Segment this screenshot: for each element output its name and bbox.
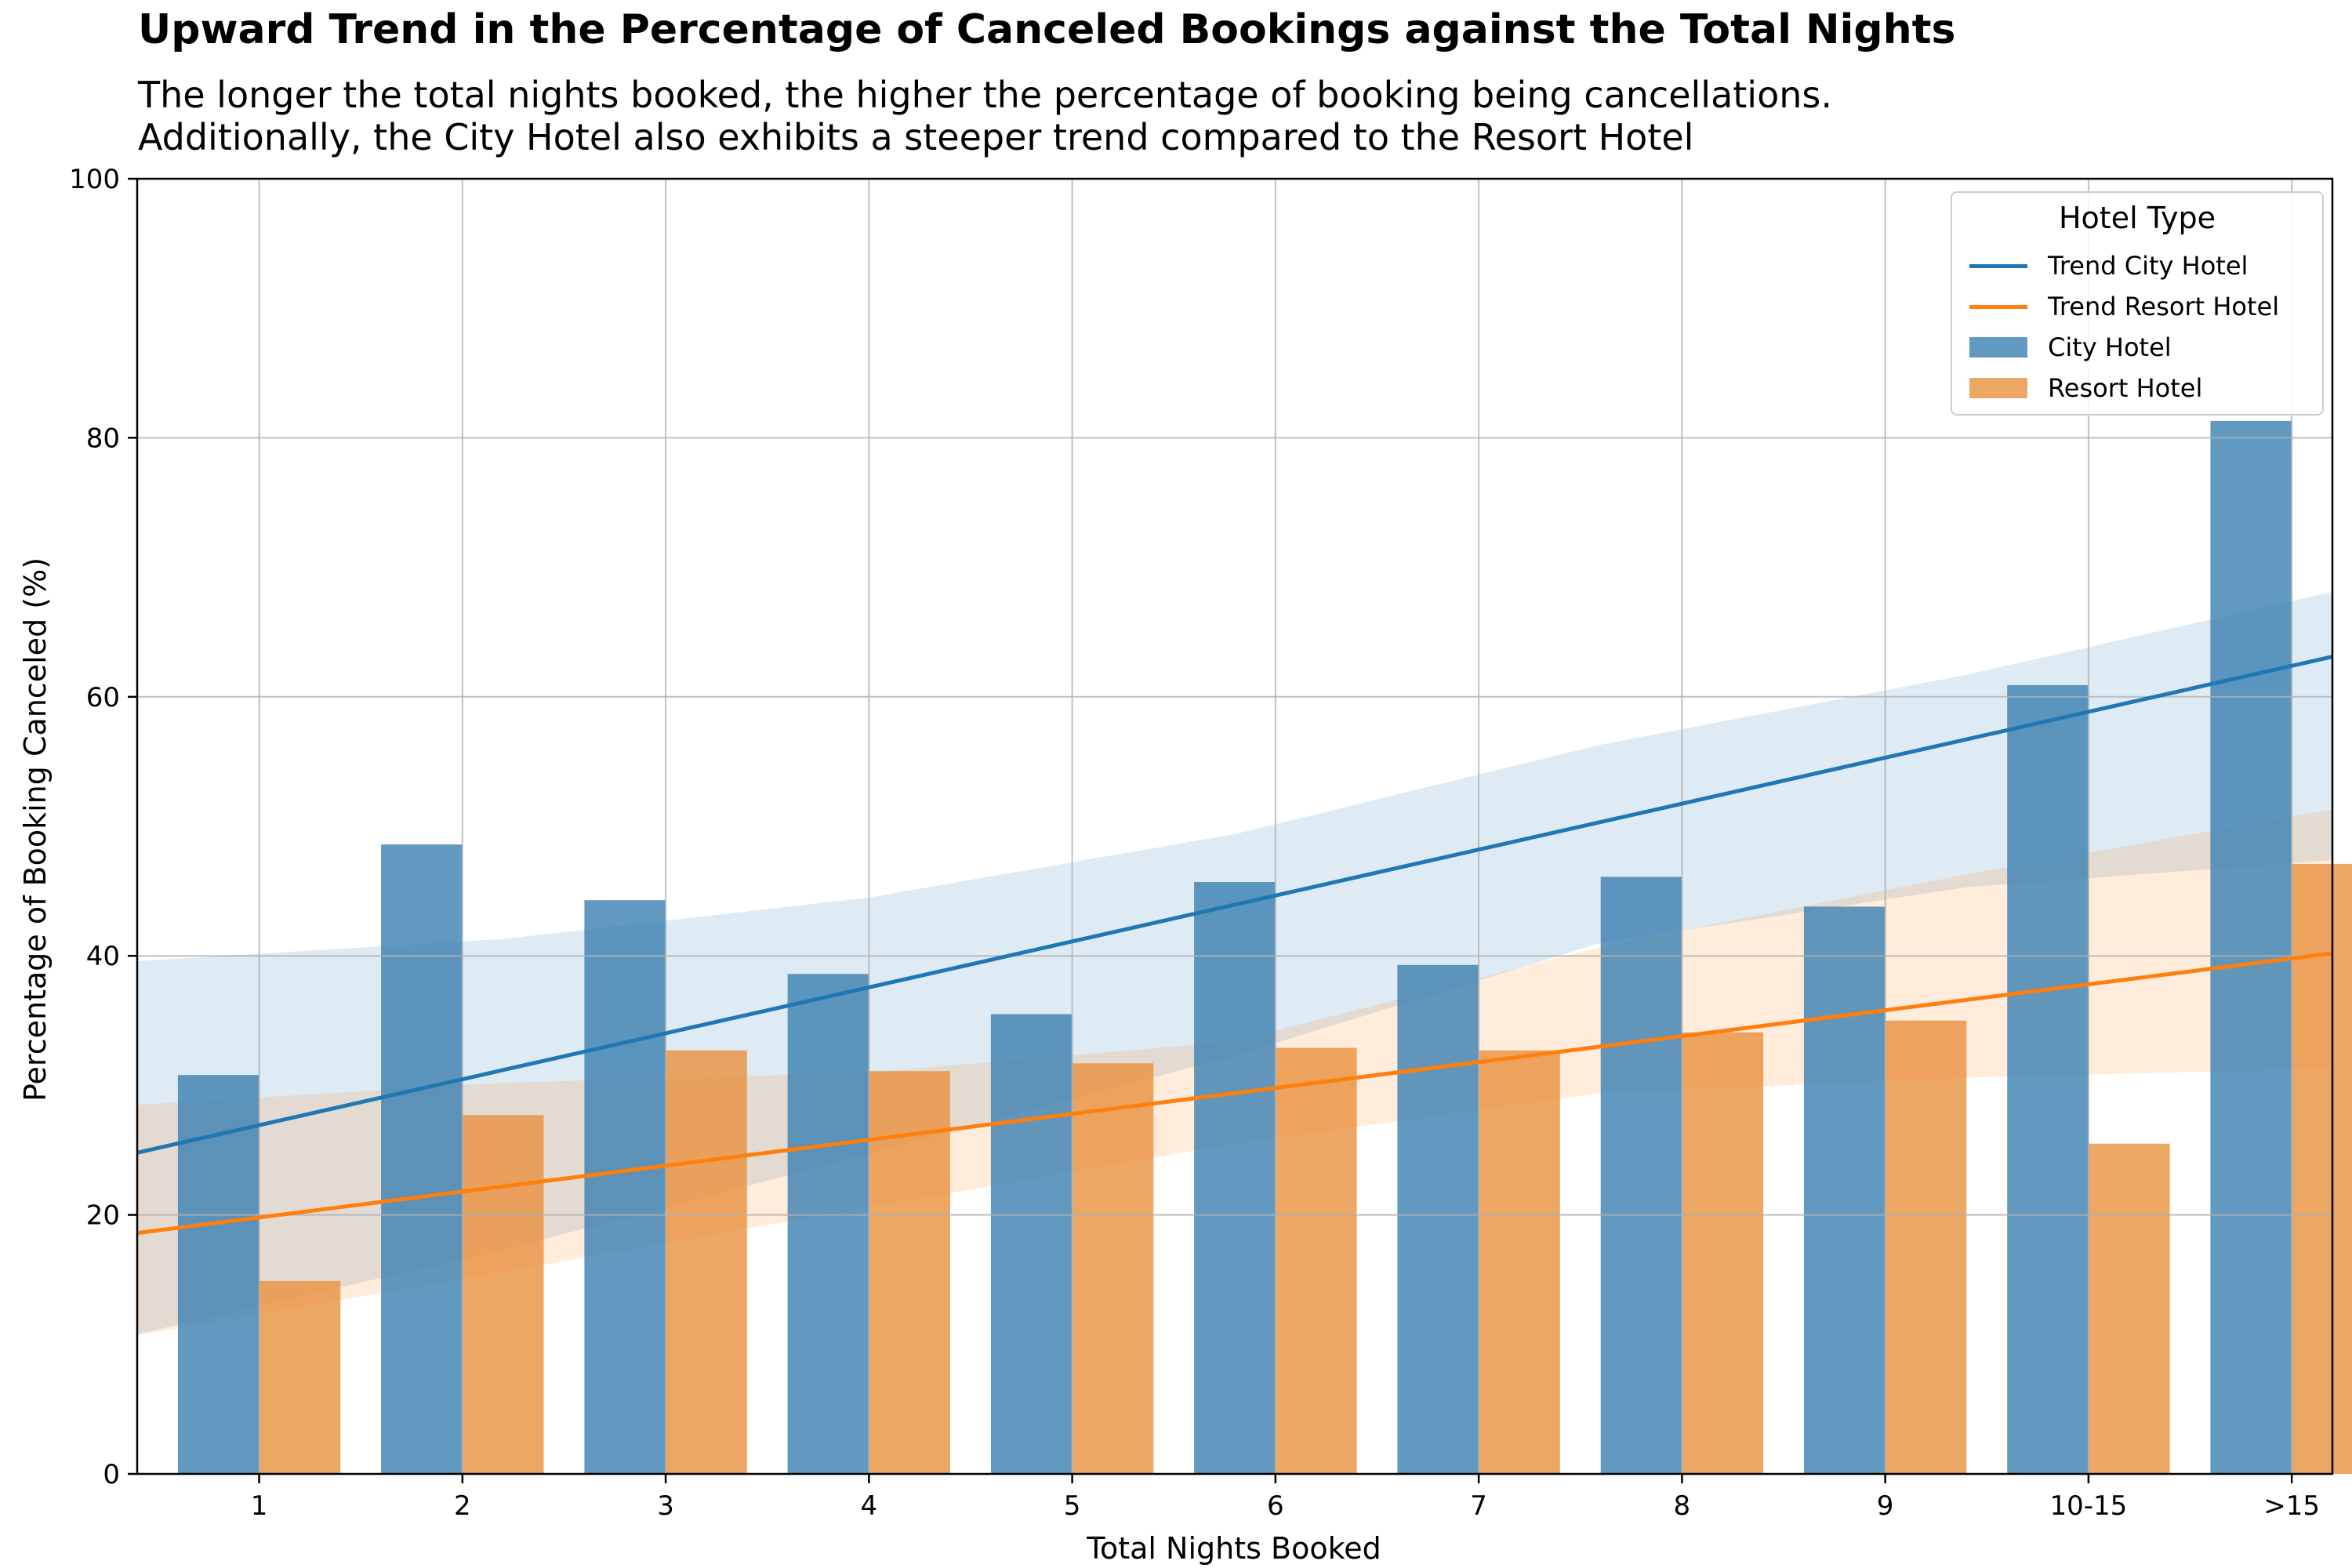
bar-city-4 bbox=[990, 1014, 1073, 1474]
bar-resort-2 bbox=[666, 1050, 747, 1474]
plot-frame bbox=[136, 177, 2334, 1475]
trend-line-city bbox=[136, 655, 2333, 1155]
x-tick-label-10: >15 bbox=[2263, 1490, 2320, 1522]
y-tick-label-0: 0 bbox=[103, 1459, 120, 1490]
legend-swatch-trend-resort bbox=[1969, 304, 2027, 309]
x-tick-label-5: 6 bbox=[1267, 1490, 1284, 1522]
trend-line-resort bbox=[136, 951, 2333, 1236]
tick-labels: 1 2 3 4 5 6 7 8 9 10-15 >15 0 20 40 60 80 100 bbox=[69, 164, 2320, 1522]
chart-subtitle: The longer the total nights booked, the … bbox=[138, 74, 1832, 158]
bar-resort-5 bbox=[1275, 1047, 1357, 1474]
y-tick-label-3: 60 bbox=[86, 682, 120, 713]
legend-item-resort: Resort Hotel bbox=[1969, 368, 2202, 408]
y-tick-label-2: 40 bbox=[86, 941, 120, 972]
bar-resort-9 bbox=[2088, 1143, 2170, 1474]
y-tick-label-5: 100 bbox=[69, 164, 120, 195]
legend-swatch-trend-city bbox=[1969, 263, 2027, 268]
x-tick-label-7: 8 bbox=[1674, 1490, 1691, 1522]
x-tick-label-4: 5 bbox=[1064, 1490, 1081, 1522]
bar-resort-6 bbox=[1479, 1050, 1560, 1474]
bar-city-3 bbox=[787, 974, 869, 1474]
legend: Hotel Type Trend City Hotel Trend Resort… bbox=[1951, 191, 2324, 416]
bar-city-1 bbox=[381, 844, 463, 1474]
legend-item-trend-city: Trend City Hotel bbox=[1969, 246, 2248, 285]
bar-city-6 bbox=[1397, 964, 1479, 1474]
legend-label-resort: Resort Hotel bbox=[2048, 373, 2203, 403]
y-axis-label: Percentage of Booking Canceled (%) bbox=[18, 557, 53, 1102]
bar-resort-4 bbox=[1072, 1063, 1154, 1474]
x-tick-label-8: 9 bbox=[1877, 1490, 1894, 1522]
legend-swatch-resort bbox=[1969, 378, 2027, 398]
bar-resort-10 bbox=[2292, 863, 2352, 1474]
y-tick-label-1: 20 bbox=[86, 1200, 120, 1232]
chart-title: Upward Trend in the Percentage of Cancel… bbox=[138, 6, 1956, 53]
subtitle-line-1: The longer the total nights booked, the … bbox=[138, 74, 1832, 116]
legend-title: Hotel Type bbox=[2058, 201, 2216, 235]
bar-resort-7 bbox=[1682, 1032, 1764, 1474]
bar-city-5 bbox=[1194, 882, 1276, 1474]
axes bbox=[136, 177, 2334, 1475]
legend-label-trend-city: Trend City Hotel bbox=[2048, 251, 2249, 281]
subtitle-line-2: Additionally, the City Hotel also exhibi… bbox=[138, 116, 1694, 158]
trend-lines bbox=[136, 655, 2333, 1236]
x-tick-label-1: 2 bbox=[454, 1490, 471, 1522]
bar-city-7 bbox=[1600, 877, 1682, 1474]
legend-label-city: City Hotel bbox=[2048, 332, 2172, 362]
bar-city-9 bbox=[2007, 684, 2089, 1474]
x-tick-label-3: 4 bbox=[861, 1490, 878, 1522]
x-tick-label-9: 10-15 bbox=[2049, 1490, 2127, 1522]
bar-resort-8 bbox=[1885, 1020, 1967, 1474]
x-tick-label-0: 1 bbox=[251, 1490, 268, 1522]
bar-city-10 bbox=[2210, 420, 2292, 1474]
bar-resort-0 bbox=[259, 1280, 341, 1474]
x-tick-label-2: 3 bbox=[657, 1490, 674, 1522]
legend-swatch-city bbox=[1969, 337, 2027, 358]
legend-label-trend-resort: Trend Resort Hotel bbox=[2048, 292, 2280, 321]
x-tick-label-6: 7 bbox=[1470, 1490, 1487, 1522]
legend-item-city: City Hotel bbox=[1969, 328, 2172, 367]
legend-item-trend-resort: Trend Resort Hotel bbox=[1969, 287, 2279, 326]
y-tick-label-4: 80 bbox=[86, 423, 120, 454]
bar-city-8 bbox=[1803, 906, 1886, 1474]
bar-resort-1 bbox=[462, 1115, 544, 1474]
bar-city-2 bbox=[584, 900, 666, 1474]
x-axis-label: Total Nights Booked bbox=[1086, 1531, 1381, 1566]
